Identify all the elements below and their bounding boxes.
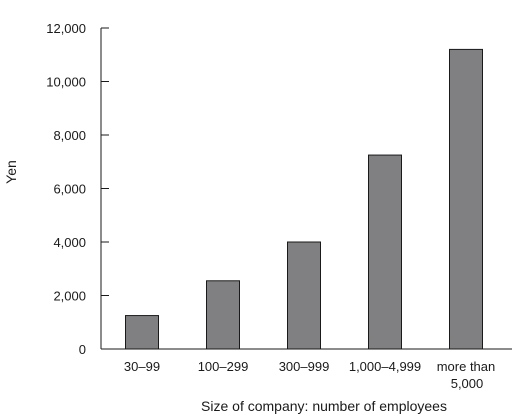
y-tick-label: 2,000 xyxy=(53,289,86,304)
y-tick-label: 12,000 xyxy=(46,21,86,36)
bar xyxy=(449,48,483,350)
category-labels: 30–99 100–299 300–999 1,000–4,999 more than 5… xyxy=(124,359,495,391)
y-tick-label: 10,000 xyxy=(46,75,86,90)
bar xyxy=(206,280,240,350)
x-axis-label: Size of company: number of employees xyxy=(201,398,447,414)
bar xyxy=(287,241,321,350)
bar xyxy=(125,315,159,350)
y-axis: 0 2,000 4,000 6,000 8,000 10,000 12,000 xyxy=(46,21,109,357)
bars xyxy=(125,48,483,350)
y-tick-label: 8,000 xyxy=(53,128,86,143)
category-label: more than xyxy=(437,359,496,374)
y-axis-label: Yen xyxy=(3,160,19,184)
category-label: 30–99 xyxy=(124,359,160,374)
category-label: 100–299 xyxy=(198,359,249,374)
y-tick-label: 6,000 xyxy=(53,182,86,197)
y-tick-label: 4,000 xyxy=(53,235,86,250)
category-label: 300–999 xyxy=(279,359,330,374)
bar xyxy=(368,154,402,350)
y-tick-label: 0 xyxy=(79,342,86,357)
category-label: 1,000–4,999 xyxy=(349,359,421,374)
category-label: 5,000 xyxy=(451,376,484,391)
